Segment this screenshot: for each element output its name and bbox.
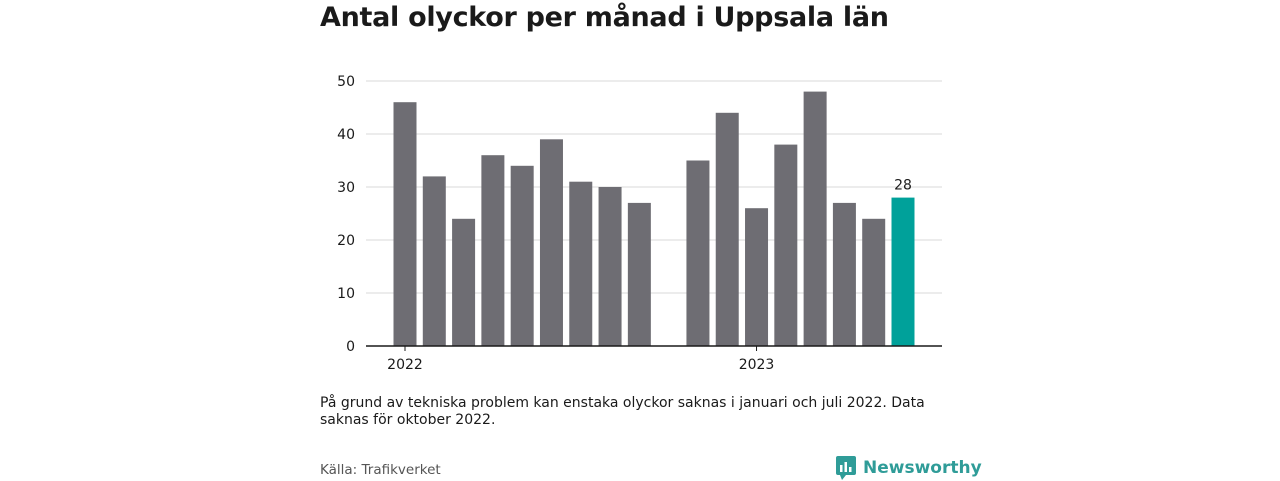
y-tick-label: 0 bbox=[346, 339, 355, 355]
bar bbox=[393, 102, 417, 346]
y-tick-label: 50 bbox=[337, 74, 355, 90]
y-tick-label: 30 bbox=[337, 180, 355, 196]
bar bbox=[569, 181, 593, 346]
chart-note: På grund av tekniska problem kan enstaka… bbox=[320, 395, 925, 428]
bar bbox=[715, 112, 739, 346]
y-tick-label: 40 bbox=[337, 127, 355, 143]
bar bbox=[452, 218, 476, 346]
y-tick-label: 10 bbox=[337, 286, 355, 302]
bar bbox=[774, 144, 798, 346]
bar bbox=[481, 155, 505, 346]
brand-name: Newsworthy bbox=[863, 458, 982, 478]
newsworthy-logo-icon bbox=[836, 456, 856, 480]
bar-highlight bbox=[891, 197, 915, 346]
bar bbox=[832, 202, 856, 346]
x-tick-label: 2023 bbox=[739, 357, 775, 373]
bar bbox=[745, 208, 769, 346]
data-label: 28 bbox=[894, 178, 912, 194]
source-text: Källa: Trafikverket bbox=[320, 462, 441, 478]
bar bbox=[686, 160, 710, 346]
x-tick-label: 2022 bbox=[387, 357, 423, 373]
bar bbox=[510, 165, 534, 346]
brand: Newsworthy bbox=[835, 455, 982, 481]
bar bbox=[422, 176, 446, 346]
bar bbox=[803, 91, 827, 346]
chart-title: Antal olyckor per månad i Uppsala län bbox=[320, 2, 889, 33]
bar bbox=[598, 187, 622, 346]
bar bbox=[862, 218, 886, 346]
bar bbox=[539, 139, 563, 346]
y-tick-label: 20 bbox=[337, 233, 355, 249]
bar bbox=[627, 202, 651, 346]
